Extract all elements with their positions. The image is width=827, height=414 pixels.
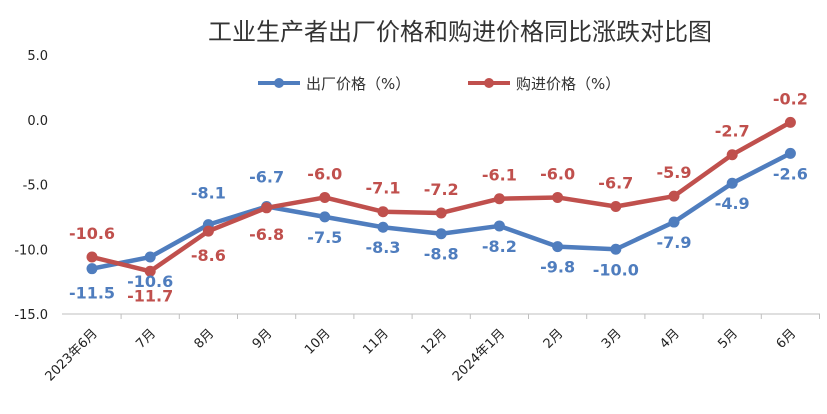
- x-tick-label: 7月: [133, 326, 159, 352]
- x-tick-label: 2023年6月: [43, 326, 101, 384]
- data-label: -7.2: [424, 180, 459, 199]
- axes: 5.0 0.0 -5.0 -10.0 -15.0 2023年6月 7月 8月 9月 10月 11月 1…: [14, 49, 820, 384]
- data-label: -2.7: [715, 122, 750, 141]
- data-label: -7.9: [657, 233, 692, 252]
- x-tick-label: 8月: [192, 326, 218, 352]
- legend: 出厂价格（%） 购进价格（%）: [258, 75, 620, 93]
- data-label: -6.7: [598, 174, 633, 193]
- data-point: [610, 243, 622, 255]
- data-point: [552, 191, 564, 203]
- data-label: -8.8: [424, 245, 459, 264]
- data-label: -6.0: [540, 164, 575, 183]
- y-tick-label: 5.0: [27, 49, 48, 64]
- data-label: -5.9: [657, 163, 692, 182]
- chart-title: 工业生产者出厂价格和购进价格同比涨跌对比图: [208, 18, 712, 46]
- x-tick-label: 11月: [360, 326, 391, 357]
- data-label: -7.1: [366, 179, 401, 198]
- data-point: [784, 147, 796, 159]
- data-point: [493, 193, 505, 205]
- x-tick-label: 9月: [250, 326, 276, 352]
- x-tick-label: 2月: [541, 326, 567, 352]
- data-label: -2.6: [773, 164, 808, 183]
- data-label: -9.8: [540, 258, 575, 277]
- x-tick-label: 10月: [302, 326, 333, 357]
- data-point: [86, 251, 98, 263]
- data-label: -10.6: [127, 272, 173, 291]
- data-point: [435, 207, 447, 219]
- data-label: -8.6: [191, 246, 226, 265]
- data-label: -11.7: [127, 286, 173, 305]
- data-point: [261, 202, 273, 214]
- data-point: [202, 225, 214, 237]
- x-tick-label: 12月: [419, 326, 450, 357]
- data-point: [377, 206, 389, 218]
- data-point: [319, 191, 331, 203]
- data-point: [784, 116, 796, 128]
- data-point: [726, 177, 738, 189]
- data-label: -6.7: [249, 168, 284, 187]
- data-point: [435, 228, 447, 240]
- x-tick-label: 3月: [599, 326, 625, 352]
- data-point: [86, 263, 98, 275]
- legend-marker-ship-price: [274, 78, 284, 88]
- data-point: [668, 216, 680, 228]
- data-label: -11.5: [69, 284, 115, 303]
- data-label: -10.0: [593, 260, 639, 279]
- x-tick-label: 4月: [657, 326, 683, 352]
- legend-label-purchase-price: 购进价格（%）: [516, 75, 620, 93]
- legend-label-ship-price: 出厂价格（%）: [306, 75, 410, 93]
- data-point: [319, 211, 331, 223]
- data-point: [144, 251, 156, 263]
- y-tick-label: 0.0: [27, 114, 48, 129]
- x-tick-label: 2024年1月: [450, 326, 508, 384]
- data-labels: -11.5 -10.6 -8.1 -6.7 -7.5 -8.3 -8.8 -8.2 -9.8 -1…: [69, 89, 808, 305]
- data-point: [726, 149, 738, 161]
- x-tick-label: 5月: [715, 326, 741, 352]
- data-label: -8.2: [482, 237, 517, 256]
- x-tick-label: 6月: [774, 326, 800, 352]
- data-point: [493, 220, 505, 232]
- series-layer: [86, 116, 796, 277]
- data-label: -8.3: [366, 238, 401, 257]
- data-point: [610, 201, 622, 213]
- y-tick-label: -10.0: [14, 243, 48, 258]
- data-label: -6.0: [307, 164, 342, 183]
- data-label: -6.1: [482, 166, 517, 185]
- y-tick-label: -5.0: [23, 179, 48, 194]
- legend-marker-purchase-price: [484, 78, 494, 88]
- data-point: [144, 265, 156, 277]
- data-label: -4.9: [715, 194, 750, 213]
- data-point: [377, 221, 389, 233]
- data-label: -10.6: [69, 224, 115, 243]
- data-label: -0.2: [773, 89, 808, 108]
- data-label: -7.5: [307, 228, 342, 247]
- data-label: -8.1: [191, 184, 226, 203]
- data-point: [668, 190, 680, 202]
- data-label: -6.8: [249, 225, 284, 244]
- y-tick-label: -15.0: [14, 308, 48, 323]
- data-point: [552, 241, 564, 253]
